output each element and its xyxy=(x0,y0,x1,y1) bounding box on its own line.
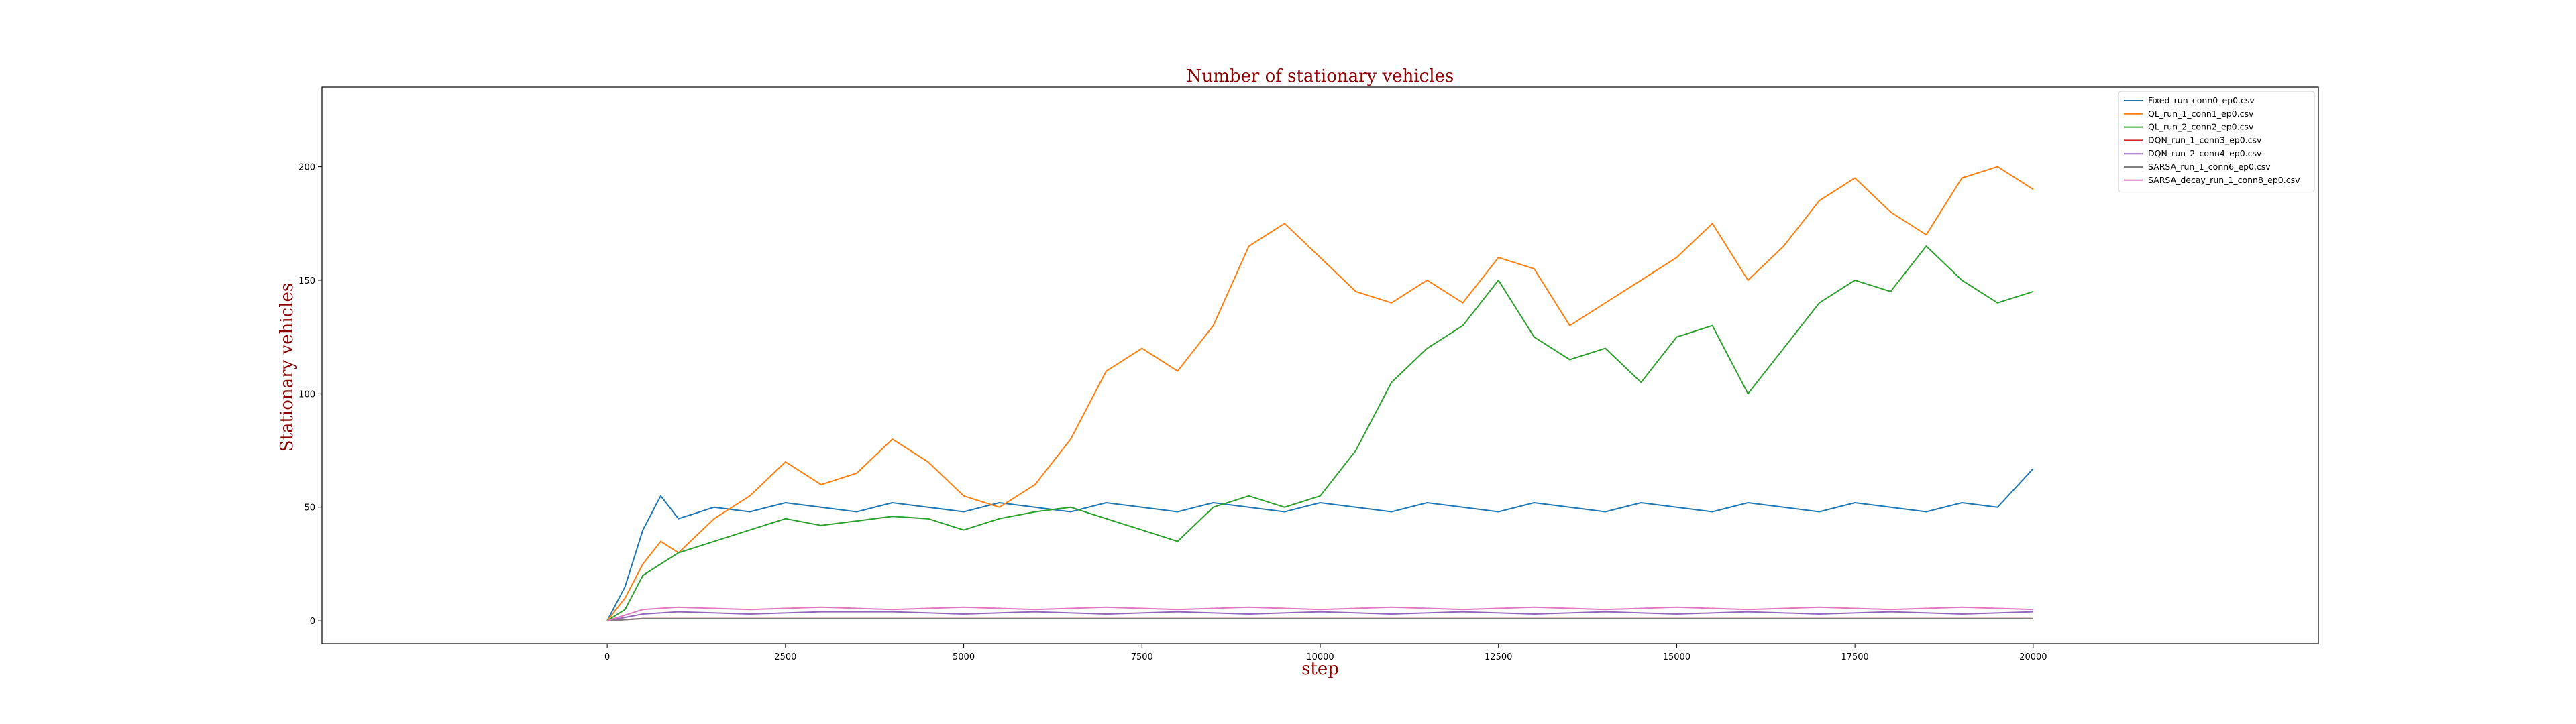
legend-label: Fixed_run_conn0_ep0.csv xyxy=(2148,95,2255,105)
series-line-ql-run-1-conn1-ep0-csv xyxy=(606,166,2034,621)
legend-label: DQN_run_1_conn3_ep0.csv xyxy=(2148,135,2262,145)
plot-area: 0 2500 5000 7500 10000 12500 15000 17500 20000 0… xyxy=(299,86,2319,662)
x-tick-label: 0 xyxy=(604,652,610,662)
x-tick-label: 5000 xyxy=(953,652,975,662)
legend-label: QL_run_2_conn2_ep0.csv xyxy=(2148,122,2254,132)
series-line-sarsa-decay-run-1-conn8-ep0-csv xyxy=(606,606,2033,622)
legend-label: SARSA_run_1_conn6_ep0.csv xyxy=(2148,162,2271,172)
x-tick-label: 20000 xyxy=(2019,652,2047,662)
x-axis-label: step xyxy=(1301,659,1339,679)
series-line-fixed-run-conn0-ep0-csv xyxy=(606,468,2034,621)
x-tick-label: 17500 xyxy=(1841,652,1868,662)
y-axis: 0 50 100 150 200 xyxy=(299,163,322,627)
axes-frame xyxy=(321,86,2319,644)
y-axis-label: Stationary vehicles xyxy=(277,283,297,452)
legend-label: QL_run_1_conn1_ep0.csv xyxy=(2148,109,2254,119)
series-line-ql-run-2-conn2-ep0-csv xyxy=(606,245,2034,621)
series-line-sarsa-run-1-conn6-ep0-csv xyxy=(607,617,2033,622)
series-line-dqn-run-2-conn4-ep0-csv xyxy=(606,611,2033,622)
x-tick-label: 10000 xyxy=(1306,652,1334,662)
x-tick-label: 7500 xyxy=(1131,652,1153,662)
legend-label: SARSA_decay_run_1_conn8_ep0.csv xyxy=(2148,175,2300,185)
y-tick-label: 50 xyxy=(304,503,315,514)
x-tick-label: 2500 xyxy=(774,652,796,662)
y-tick-label: 150 xyxy=(299,276,315,286)
legend-label: DQN_run_2_conn4_ep0.csv xyxy=(2148,148,2262,158)
y-tick-label: 100 xyxy=(299,389,315,400)
series-layer xyxy=(606,166,2034,622)
x-tick-label: 12500 xyxy=(1485,652,1512,662)
y-tick-label: 0 xyxy=(310,617,315,627)
legend-box xyxy=(2118,90,2315,193)
x-axis: 0 2500 5000 7500 10000 12500 15000 17500 20000 xyxy=(604,644,2047,662)
x-tick-label: 15000 xyxy=(1663,652,1690,662)
legend: Fixed_run_conn0_ep0.csv QL_run_1_conn1_ep… xyxy=(2118,90,2315,193)
y-tick-label: 200 xyxy=(299,163,315,173)
chart-title: Number of stationary vehicles xyxy=(1187,66,1454,86)
